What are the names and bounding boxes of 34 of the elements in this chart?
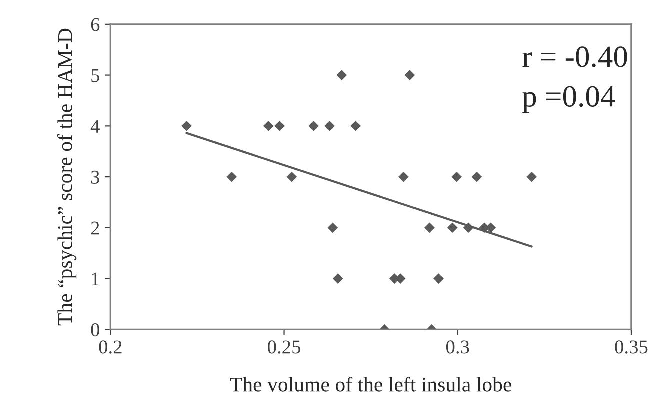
point: [226, 172, 238, 182]
point: [350, 120, 361, 132]
y-tick-label: 0: [91, 323, 100, 337]
point: [332, 274, 344, 284]
point: [328, 222, 338, 234]
y-tick-label: 6: [91, 18, 100, 32]
point: [263, 120, 274, 132]
x-tick-label: 0.25: [268, 340, 301, 354]
point: [324, 120, 335, 132]
y-tick-label: 1: [92, 272, 100, 286]
point: [182, 120, 192, 132]
point: [274, 120, 285, 132]
point: [434, 274, 444, 284]
annotation: r = -0.40: [522, 46, 628, 68]
y-tick-label: 3: [91, 170, 100, 184]
x-tick-label: 0.2: [99, 340, 122, 354]
point: [286, 172, 298, 182]
point: [447, 222, 458, 234]
x-tick-label: 0.3: [446, 340, 470, 354]
y-tick-label: 4: [90, 120, 100, 133]
point: [472, 172, 482, 182]
point: [452, 172, 462, 182]
x-tick-label: 0.35: [615, 340, 648, 354]
point: [336, 70, 348, 80]
x-axis-title: The volume of the left insula lobe: [230, 376, 512, 392]
y-tick-label: 2: [91, 222, 100, 235]
point: [398, 172, 409, 182]
point: [526, 172, 538, 182]
point: [308, 120, 319, 132]
point: [424, 222, 435, 234]
point: [404, 70, 416, 80]
y-tick-label: 5: [92, 69, 100, 82]
y-axis-title: The “psychic” score of the HAM-D: [57, 28, 77, 326]
annotation: p =0.04: [522, 86, 616, 114]
